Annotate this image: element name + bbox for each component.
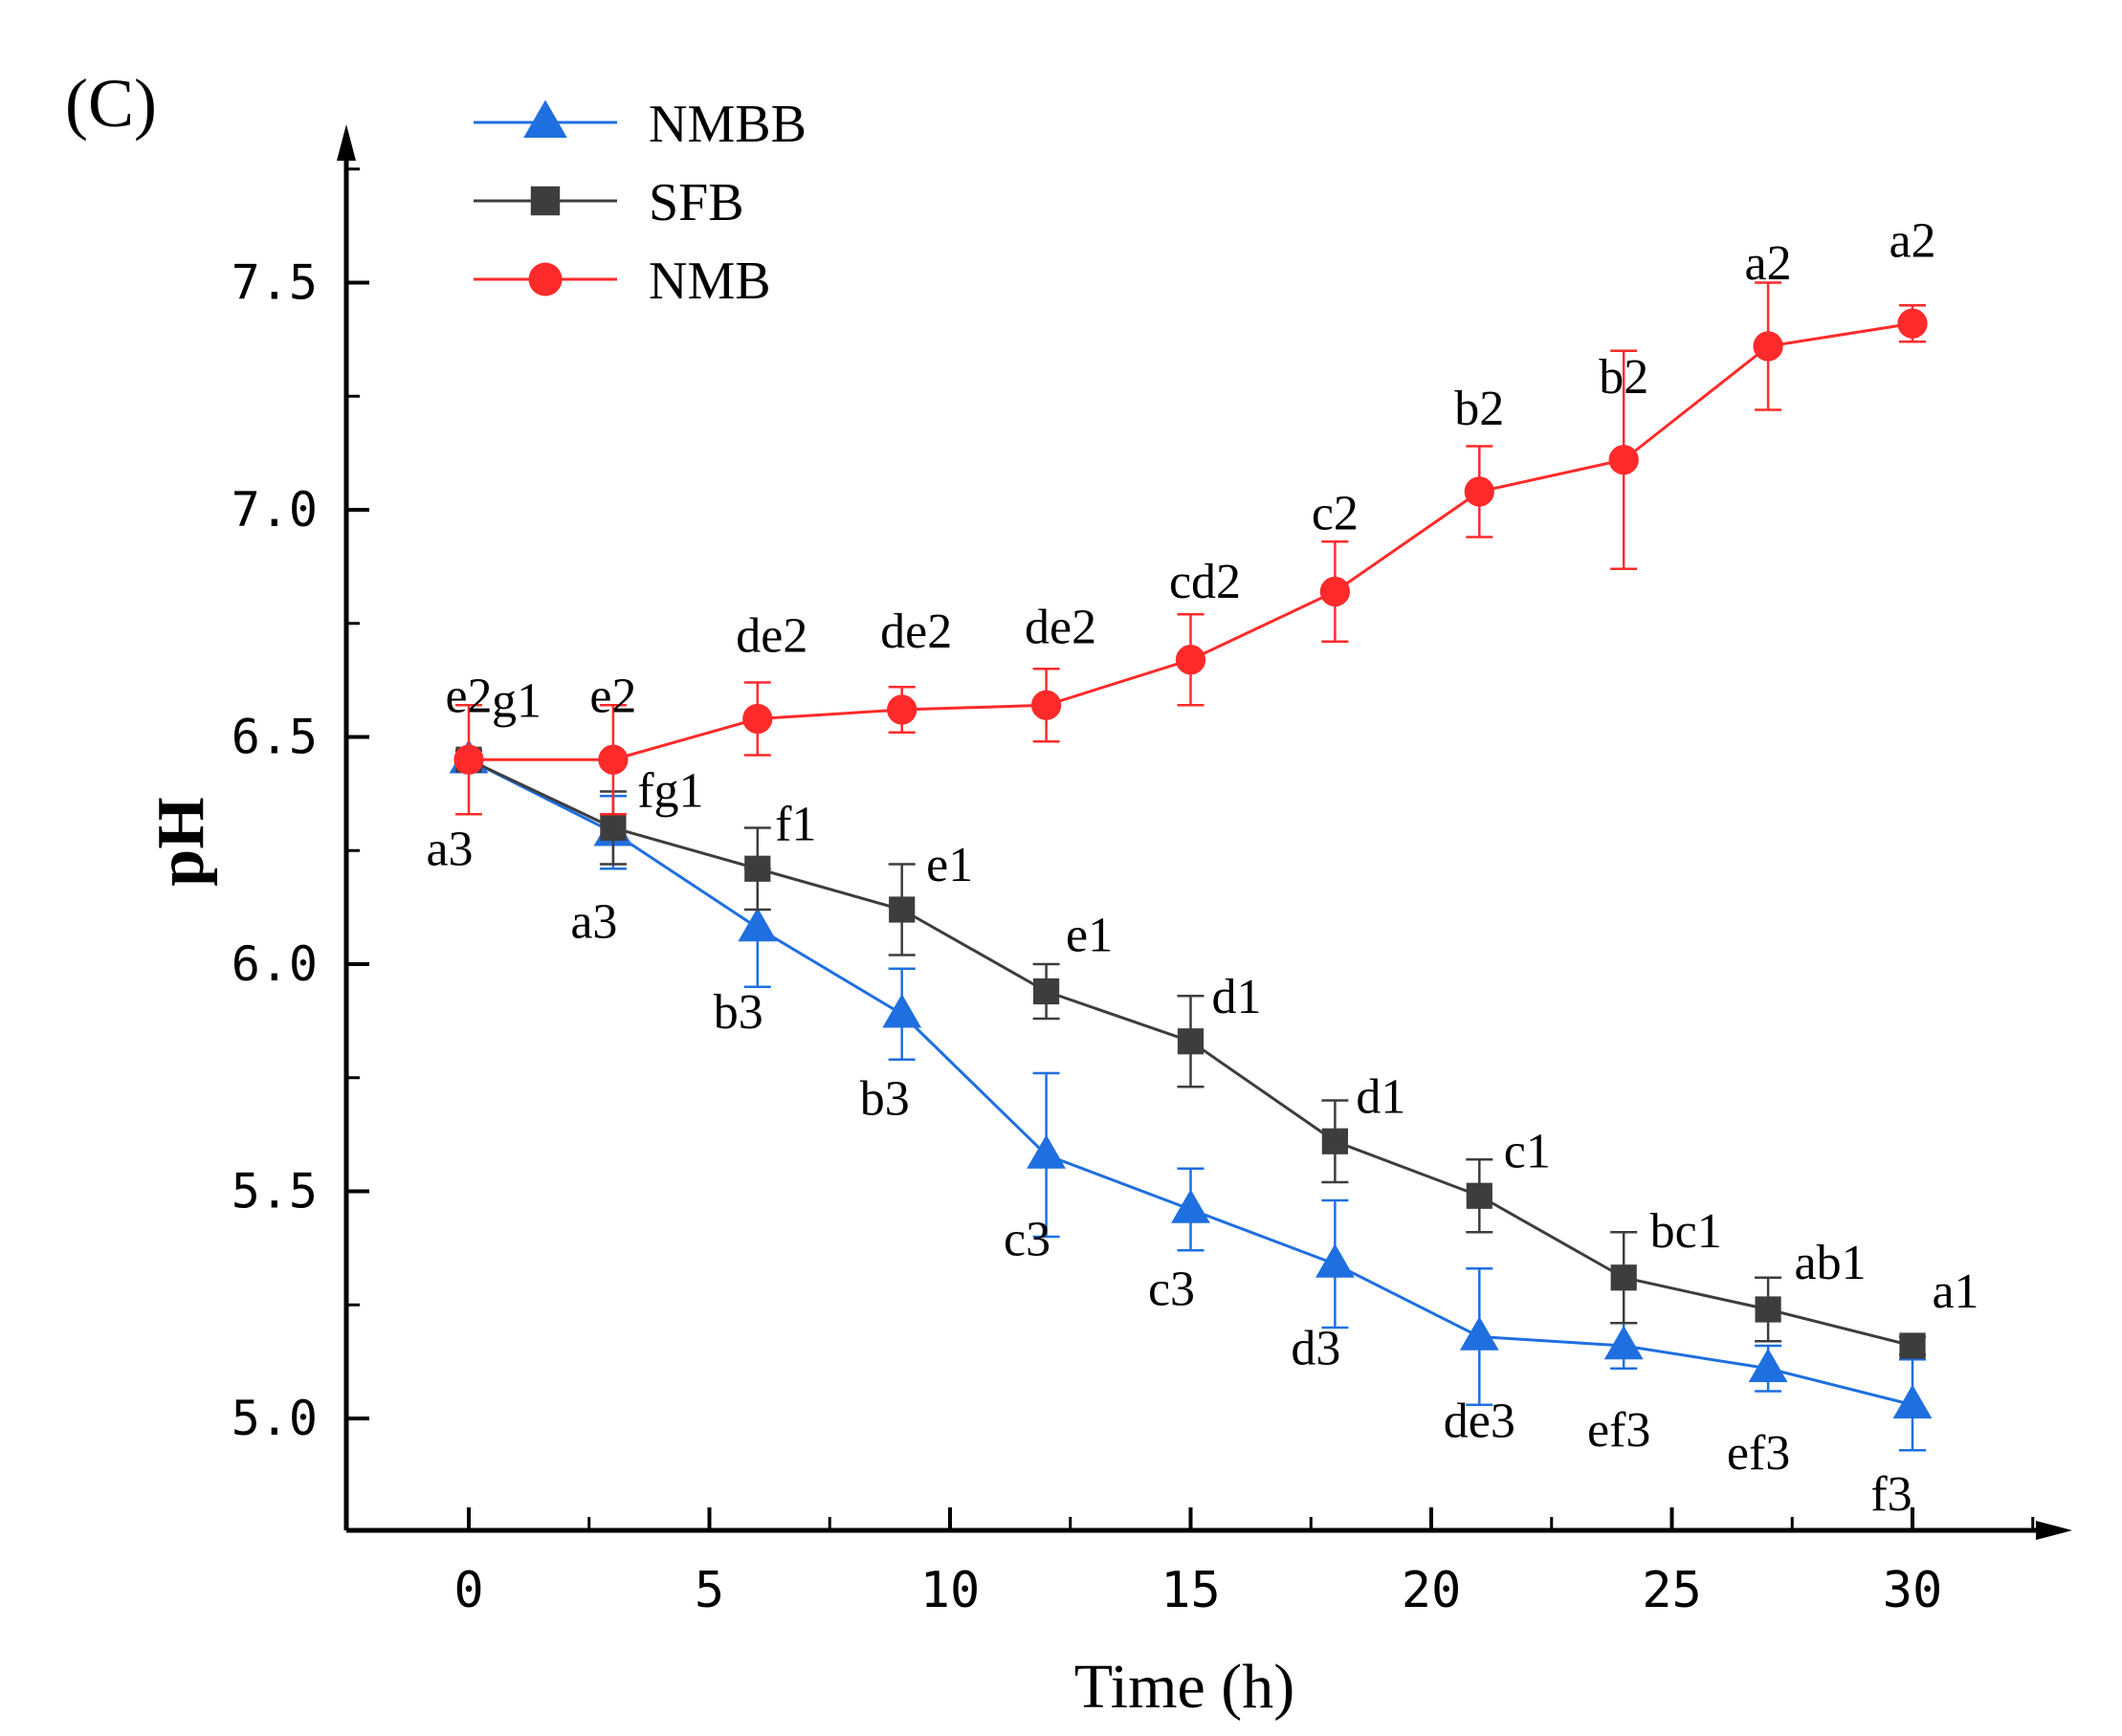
point-label-nmbb: f3 [1870, 1467, 1912, 1522]
data-point-nmbb [1892, 1384, 1933, 1419]
point-label-nmbb: a3 [570, 894, 617, 949]
point-label-nmbb: d3 [1291, 1322, 1340, 1376]
x-axis-label: Time (h) [1074, 1652, 1294, 1722]
data-point-sfb [744, 855, 771, 882]
axes: 0 5 10 15 20 25 30 5.0 5.5 6.0 6.5 7.0 7.5 [232, 124, 2072, 1619]
x-tick-label: 10 [920, 1562, 981, 1619]
point-label-sfb: c1 [1504, 1124, 1551, 1178]
data-point-nmbb [1603, 1325, 1644, 1360]
data-point-nmb [1608, 445, 1639, 475]
data-point-sfb [1033, 978, 1060, 1005]
point-label-sfb: a1 [1932, 1264, 1978, 1319]
legend-marker-sfb [530, 186, 561, 216]
point-label-nmbb: c3 [1148, 1263, 1195, 1317]
legend-marker-nmbb [523, 99, 567, 138]
point-label-nmb: e2 [589, 669, 636, 723]
point-label-nmb: e2 [445, 669, 492, 723]
point-label-nmbb: de3 [1444, 1395, 1515, 1449]
point-label-sfb: ab1 [1795, 1236, 1867, 1290]
point-label-nmb: a2 [1745, 236, 1792, 291]
x-tick-label: 15 [1160, 1562, 1221, 1619]
point-label-sfb: e1 [926, 838, 973, 892]
series-sfb [455, 746, 1926, 1359]
data-point-nmbb [1315, 1243, 1355, 1278]
series-layer [449, 281, 1933, 1452]
point-label-nmbb: c3 [1004, 1213, 1050, 1267]
data-point-sfb [1755, 1296, 1781, 1323]
y-tick-label: 6.5 [232, 710, 318, 765]
point-label-nmbb: a3 [426, 822, 473, 876]
data-point-sfb [1321, 1128, 1348, 1154]
point-label-sfb: d1 [1212, 970, 1262, 1024]
data-point-nmb [1175, 645, 1206, 675]
data-point-nmb [1319, 576, 1351, 607]
x-tick-label: 25 [1642, 1562, 1702, 1619]
data-point-nmb [1753, 331, 1783, 362]
data-point-nmbb [1171, 1189, 1210, 1223]
point-label-nmb: de2 [880, 604, 952, 659]
legend-marker-nmb [528, 262, 563, 297]
data-point-sfb [1899, 1332, 1926, 1359]
data-point-nmbb [1027, 1134, 1066, 1169]
x-tick-label: 0 [453, 1562, 483, 1619]
data-point-sfb [1466, 1182, 1492, 1209]
y-axis-arrow [337, 124, 356, 161]
data-point-nmb [742, 703, 773, 735]
data-point-nmb [598, 744, 629, 775]
point-label-nmb: de2 [1025, 600, 1096, 654]
point-label-nmb: de2 [736, 609, 807, 664]
data-point-sfb [889, 896, 916, 923]
point-labels: a3 a3 b3 b3 c3 c3 d3 de3 ef3 ef3 f3 g1 fg1 f1 e1 e1 d1 d1… [426, 213, 1978, 1522]
point-label-sfb: g1 [492, 673, 542, 728]
y-tick-label: 6.0 [232, 936, 318, 992]
legend-label-sfb: SFB [649, 173, 744, 232]
point-label-nmb: b2 [1454, 382, 1504, 436]
data-point-nmbb [1459, 1316, 1499, 1351]
point-label-sfb: d1 [1356, 1069, 1405, 1124]
data-point-sfb [600, 814, 627, 842]
point-label-sfb: bc1 [1650, 1204, 1722, 1259]
x-tick-label: 20 [1402, 1562, 1462, 1619]
legend-label-nmb: NMB [649, 252, 771, 311]
point-label-sfb: fg1 [637, 764, 703, 819]
data-point-nmbb [1748, 1348, 1788, 1383]
y-axis-label: pH [144, 797, 218, 886]
data-point-nmbb [738, 907, 778, 942]
y-tick-label: 5.5 [232, 1164, 318, 1220]
data-point-nmb [1897, 308, 1928, 339]
point-label-nmbb: b3 [860, 1071, 910, 1126]
point-label-nmb: c2 [1312, 487, 1359, 541]
x-axis-arrow [2036, 1521, 2072, 1540]
legend-label-nmbb: NMBB [649, 95, 807, 154]
y-tick-label: 5.0 [232, 1391, 318, 1446]
series-nmb [453, 281, 1928, 816]
data-point-nmb [1030, 690, 1062, 720]
data-point-nmb [887, 694, 917, 725]
data-point-nmb [453, 744, 484, 775]
point-label-nmbb: ef3 [1727, 1426, 1790, 1481]
point-label-nmbb: ef3 [1587, 1403, 1650, 1458]
data-point-nmbb [882, 994, 922, 1028]
x-tick-label: 30 [1883, 1562, 1943, 1619]
data-point-sfb [1610, 1264, 1637, 1291]
point-label-nmb: b2 [1599, 350, 1648, 405]
point-label-nmbb: b3 [714, 985, 763, 1040]
y-tick-label: 7.5 [232, 255, 318, 311]
point-label-nmb: a2 [1889, 213, 1935, 268]
panel-label: (C) [65, 65, 157, 142]
data-point-nmb [1464, 476, 1494, 507]
point-label-sfb: e1 [1066, 909, 1113, 963]
data-point-sfb [1177, 1028, 1205, 1055]
point-label-nmb: cd2 [1169, 555, 1241, 609]
series-nmbb [449, 739, 1933, 1452]
point-label-sfb: f1 [775, 797, 816, 851]
legend: NMBB SFB NMB [474, 95, 807, 311]
y-tick-label: 7.0 [232, 482, 318, 538]
x-tick-label: 5 [695, 1562, 724, 1619]
